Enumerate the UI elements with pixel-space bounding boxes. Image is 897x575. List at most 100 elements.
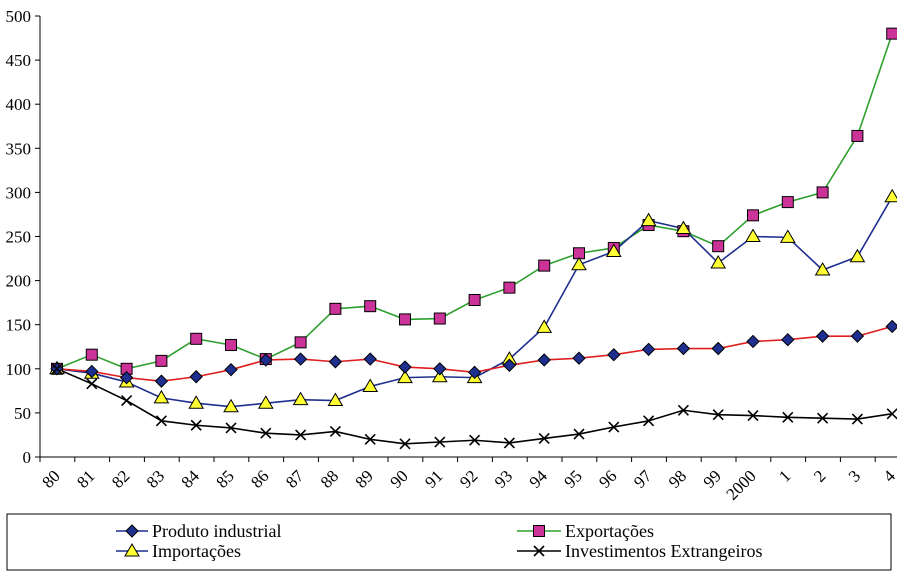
data-point <box>85 364 99 379</box>
data-point <box>536 319 553 333</box>
x-tick-label: 88 <box>317 466 342 491</box>
data-point <box>640 212 657 227</box>
y-tick-label: 150 <box>6 316 32 335</box>
data-point <box>886 27 897 40</box>
data-point <box>85 348 98 361</box>
data-point <box>538 259 551 272</box>
data-point <box>225 422 237 434</box>
data-point <box>850 329 865 343</box>
data-point <box>782 411 794 423</box>
legend-label: Produto industrial <box>152 521 282 541</box>
x-tick-label: 84 <box>178 466 204 492</box>
data-point <box>119 370 134 385</box>
legend-marker <box>533 545 545 557</box>
data-point <box>573 428 585 440</box>
data-point <box>746 334 760 349</box>
data-point <box>608 421 620 433</box>
data-point <box>781 196 794 209</box>
series-line <box>56 33 893 370</box>
y-tick-label: 450 <box>6 51 32 70</box>
data-point <box>294 336 307 349</box>
data-point <box>51 363 63 375</box>
data-point <box>675 220 692 235</box>
data-point <box>537 353 551 367</box>
x-tick-label: 85 <box>212 466 237 491</box>
legend-label: Investimentos Extrangeiros <box>565 541 762 561</box>
x-tick-label: 89 <box>352 466 377 491</box>
x-tick-label: 1 <box>775 466 794 485</box>
data-point <box>502 358 517 372</box>
x-tick-label: 92 <box>456 466 481 491</box>
data-point <box>155 415 167 427</box>
data-point <box>815 329 830 343</box>
x-tick-label: 2 <box>810 466 829 485</box>
data-point <box>433 362 447 376</box>
data-point <box>225 338 237 351</box>
data-point <box>295 429 307 441</box>
data-point <box>817 412 829 424</box>
x-tick-label: 91 <box>421 466 446 491</box>
x-tick-label: 95 <box>560 466 585 491</box>
y-tick-label: 50 <box>14 404 31 423</box>
data-point <box>851 413 863 425</box>
x-tick-label: 3 <box>845 466 864 485</box>
data-point <box>607 347 621 362</box>
x-tick-label: 87 <box>282 466 308 492</box>
legend-marker <box>124 543 140 557</box>
data-point <box>188 395 205 409</box>
data-point <box>434 436 446 448</box>
data-point <box>328 355 343 369</box>
y-tick-label: 100 <box>6 360 32 379</box>
x-tick-label: 99 <box>700 466 725 491</box>
data-point <box>327 392 344 407</box>
data-point <box>121 394 133 407</box>
x-tick-label: 2000 <box>722 466 759 503</box>
data-point <box>190 332 203 345</box>
data-point <box>153 389 170 404</box>
legend-label: Importações <box>152 541 241 561</box>
data-point <box>86 378 98 390</box>
data-point <box>571 256 587 271</box>
data-point <box>469 434 481 446</box>
x-tick-label: 94 <box>526 466 552 492</box>
data-point <box>154 374 169 388</box>
x-tick-label: 82 <box>108 466 133 491</box>
y-tick-label: 350 <box>6 139 32 158</box>
x-tick-label: 4 <box>880 466 897 486</box>
x-tick-label: 93 <box>491 466 516 491</box>
data-point <box>885 319 897 334</box>
data-point <box>189 370 203 384</box>
x-tick-label: 81 <box>73 466 98 491</box>
data-point <box>223 398 239 413</box>
data-point <box>224 362 238 377</box>
data-point <box>398 360 412 374</box>
data-point <box>364 300 377 313</box>
x-tick-label: 98 <box>665 466 690 491</box>
x-tick-label: 90 <box>386 466 411 491</box>
y-tick-label: 500 <box>6 7 32 26</box>
data-point <box>572 351 586 365</box>
x-tick-label: 96 <box>595 466 620 491</box>
legend-marker <box>533 525 545 537</box>
data-point <box>468 294 481 307</box>
y-tick-label: 0 <box>23 448 32 467</box>
data-point <box>155 354 168 367</box>
data-point <box>329 425 341 437</box>
y-tick-label: 300 <box>6 183 32 202</box>
data-point <box>747 409 759 422</box>
data-point <box>712 240 725 253</box>
data-point <box>503 437 515 449</box>
data-point <box>467 365 482 380</box>
data-point <box>433 312 446 325</box>
data-point <box>399 313 411 326</box>
data-point <box>190 419 202 431</box>
data-point <box>605 243 622 257</box>
data-point <box>538 432 550 445</box>
legend-box <box>6 513 892 571</box>
data-point <box>641 342 656 357</box>
legend: Produto industrial Exportações Importações… <box>6 513 892 571</box>
data-point <box>257 395 274 409</box>
x-tick-label: 97 <box>630 466 656 492</box>
data-point <box>431 368 448 383</box>
